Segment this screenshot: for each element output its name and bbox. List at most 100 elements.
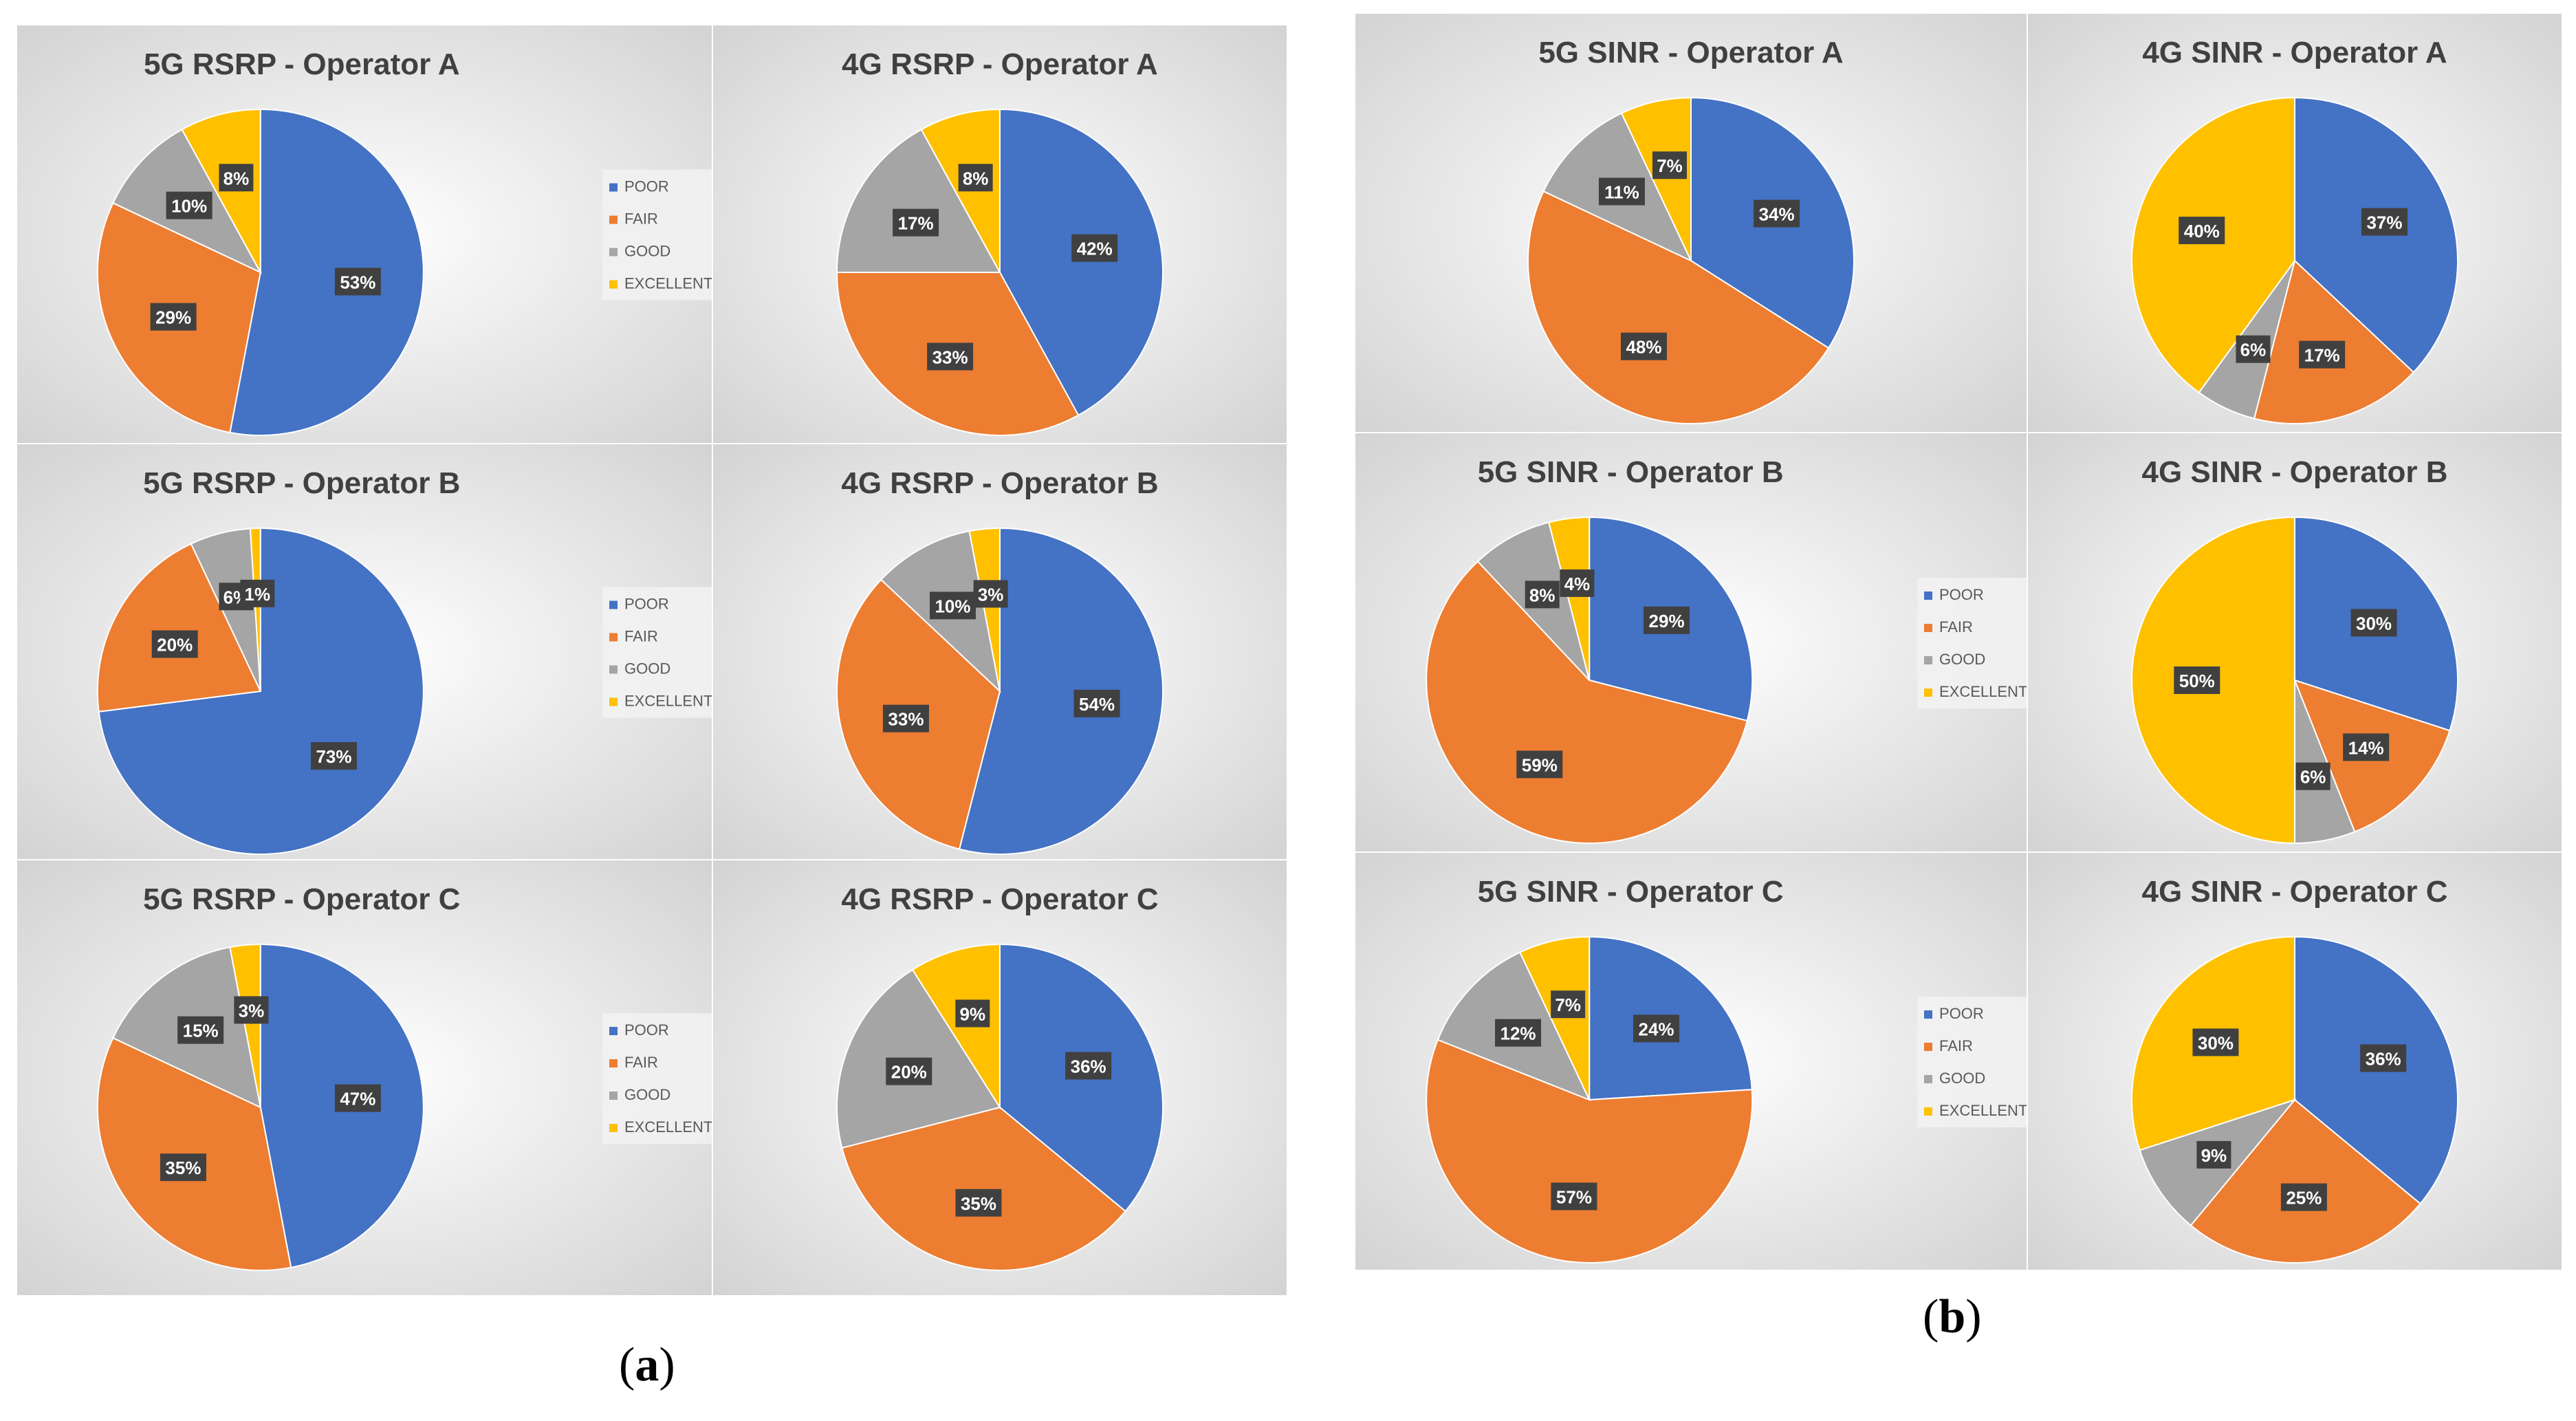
chart-4g-rsrp-operator-b-data-label-fair: 33% bbox=[882, 704, 929, 733]
chart-4g-rsrp-operator-b-data-label-bg-fair bbox=[882, 704, 929, 733]
chart-5g-rsrp-operator-b-data-label-text-poor: 73% bbox=[316, 746, 351, 767]
chart-5g-rsrp-operator-a-legend-label-good: GOOD bbox=[624, 243, 670, 260]
caption-a-letter: a bbox=[635, 1338, 659, 1391]
chart-4g-sinr-operator-a-title: 4G SINR - Operator A bbox=[2142, 36, 2447, 69]
chart-5g-sinr-operator-c-legend-swatch-good bbox=[1924, 1075, 1932, 1083]
chart-5g-rsrp-operator-a-data-label-text-fair: 29% bbox=[155, 307, 191, 328]
chart-5g-rsrp-operator-c-legend-label-fair: FAIR bbox=[624, 1054, 658, 1071]
chart-4g-sinr-operator-b-data-label-excellent: 50% bbox=[2174, 666, 2220, 694]
chart-5g-rsrp-operator-b-data-label-bg-poor bbox=[310, 742, 357, 770]
chart-5g-rsrp-operator-c-data-label-text-poor: 47% bbox=[340, 1089, 375, 1109]
chart-4g-sinr-operator-a-data-label-excellent: 40% bbox=[2179, 217, 2225, 245]
chart-5g-rsrp-operator-a-legend-label-excellent: EXCELLENT bbox=[624, 275, 712, 292]
chart-5g-rsrp-operator-c-data-label-bg-good bbox=[177, 1016, 224, 1044]
chart-5g-sinr-operator-c-data-label-good: 12% bbox=[1495, 1019, 1542, 1047]
chart-4g-sinr-operator-b-data-label-fair: 14% bbox=[2343, 733, 2390, 761]
chart-5g-sinr-operator-a-data-label-bg-poor bbox=[1754, 199, 1800, 228]
chart-4g-sinr-operator-a-data-label-text-fair: 17% bbox=[2304, 345, 2340, 366]
chart-5g-rsrp-operator-c-data-label-bg-poor bbox=[334, 1084, 381, 1112]
chart-4g-rsrp-operator-b-slice-poor bbox=[958, 527, 1164, 855]
chart-5g-rsrp-operator-c-data-label-excellent: 3% bbox=[234, 996, 269, 1024]
chart-5g-sinr-operator-b-data-label-text-excellent: 4% bbox=[1564, 574, 1591, 594]
chart-4g-rsrp-operator-b-data-label-text-poor: 54% bbox=[1079, 694, 1115, 715]
chart-4g-sinr-operator-c-data-label-bg-poor bbox=[2360, 1044, 2407, 1072]
chart-5g-sinr-operator-c-data-label-excellent: 7% bbox=[1551, 990, 1586, 1019]
chart-4g-rsrp-operator-a-data-label-text-fair: 33% bbox=[932, 347, 968, 367]
chart-5g-rsrp-operator-b-legend-label-good: GOOD bbox=[624, 660, 670, 677]
chart-4g-sinr-operator-b-data-label-bg-excellent bbox=[2174, 666, 2220, 694]
chart-4g-sinr-operator-b-data-label-bg-good bbox=[2295, 762, 2331, 790]
chart-5g-sinr-operator-b-title: 5G SINR - Operator B bbox=[1478, 455, 1784, 489]
chart-4g-sinr-operator-a-data-label-text-excellent: 40% bbox=[2184, 221, 2220, 241]
chart-4g-rsrp-operator-a-data-label-good: 17% bbox=[893, 208, 939, 237]
chart-4g-sinr-operator-b: 4G SINR - Operator B 30% 14% 6% 50% bbox=[2027, 432, 2563, 853]
chart-4g-rsrp-operator-c-data-label-bg-poor bbox=[1065, 1052, 1112, 1080]
chart-4g-rsrp-operator-b-title: 4G RSRP - Operator B bbox=[841, 466, 1158, 500]
chart-5g-sinr-operator-b-data-label-fair: 59% bbox=[1516, 750, 1563, 779]
chart-5g-sinr-operator-c-legend-swatch-poor bbox=[1924, 1010, 1932, 1019]
chart-4g-rsrp-operator-b: 4G RSRP - Operator B 54% 33% 10% 3% bbox=[712, 443, 1288, 860]
chart-5g-sinr-operator-a-data-label-good: 11% bbox=[1598, 177, 1645, 206]
chart-5g-rsrp-operator-c-data-label-bg-fair bbox=[160, 1153, 206, 1182]
chart-4g-rsrp-operator-a-data-label-bg-poor bbox=[1071, 234, 1118, 262]
caption-b-open: ( bbox=[1923, 1290, 1939, 1343]
chart-5g-sinr-operator-c-data-label-bg-excellent bbox=[1551, 990, 1586, 1019]
chart-4g-rsrp-operator-b-data-label-bg-excellent bbox=[973, 580, 1008, 608]
chart-4g-sinr-operator-a-data-label-text-good: 6% bbox=[2240, 340, 2267, 360]
chart-4g-sinr-operator-a-data-label-bg-fair bbox=[2299, 340, 2346, 369]
chart-5g-sinr-operator-c-data-label-text-good: 12% bbox=[1500, 1023, 1536, 1044]
panel-b-svg: 5G SINR - Operator A 34% 48% 11% 7% 4G SINR -… bbox=[1354, 12, 2563, 1271]
chart-5g-rsrp-operator-c-legend-swatch-excellent bbox=[609, 1124, 618, 1132]
chart-4g-sinr-operator-c-data-label-text-excellent: 30% bbox=[2198, 1032, 2234, 1053]
chart-4g-rsrp-operator-a-data-label-bg-good bbox=[893, 208, 939, 237]
chart-5g-sinr-operator-c-legend-box bbox=[1917, 997, 2027, 1127]
chart-4g-rsrp-operator-b-data-label-excellent: 3% bbox=[973, 580, 1008, 608]
chart-5g-rsrp-operator-c-legend: POOR FAIR GOOD EXCELLENT bbox=[602, 1013, 712, 1144]
chart-5g-sinr-operator-b-data-label-good: 8% bbox=[1525, 581, 1560, 609]
chart-5g-sinr-operator-b-legend-swatch-fair bbox=[1924, 624, 1932, 632]
chart-5g-sinr-operator-a-data-label-bg-excellent bbox=[1652, 151, 1687, 180]
chart-5g-sinr-operator-a: 5G SINR - Operator A 34% 48% 11% 7% bbox=[1354, 12, 2028, 433]
chart-5g-rsrp-operator-c-data-label-text-excellent: 3% bbox=[239, 1000, 265, 1021]
chart-5g-rsrp-operator-b-data-label-bg-excellent bbox=[240, 579, 275, 607]
chart-5g-sinr-operator-c-data-label-bg-fair bbox=[1551, 1182, 1597, 1211]
chart-5g-rsrp-operator-b-data-label-poor: 73% bbox=[310, 742, 357, 770]
chart-5g-rsrp-operator-b-slice-fair bbox=[96, 543, 262, 713]
chart-4g-sinr-operator-c-data-label-bg-excellent bbox=[2192, 1028, 2239, 1056]
chart-5g-sinr-operator-b-data-label-text-poor: 29% bbox=[1649, 611, 1685, 631]
chart-5g-sinr-operator-a-data-label-bg-good bbox=[1598, 177, 1645, 206]
chart-4g-sinr-operator-c-data-label-fair: 25% bbox=[2280, 1183, 2327, 1211]
chart-4g-sinr-operator-b-data-label-poor: 30% bbox=[2350, 609, 2397, 637]
chart-4g-rsrp-operator-a-data-label-bg-fair bbox=[927, 343, 974, 371]
chart-5g-sinr-operator-a-slice-fair bbox=[1527, 190, 1830, 424]
chart-5g-sinr-operator-b-legend: POOR FAIR GOOD EXCELLENT bbox=[1917, 578, 2027, 708]
chart-5g-sinr-operator-c-legend-label-poor: POOR bbox=[1939, 1005, 1984, 1022]
caption-a-close: ) bbox=[659, 1338, 675, 1391]
chart-5g-rsrp-operator-a-legend-swatch-good bbox=[609, 248, 618, 257]
chart-5g-sinr-operator-c-title: 5G SINR - Operator C bbox=[1478, 875, 1784, 909]
chart-5g-rsrp-operator-c: 5G RSRP - Operator C 47% 35% 15% 3% POOR FAIR G… bbox=[16, 859, 713, 1297]
chart-5g-rsrp-operator-a-data-label-text-poor: 53% bbox=[340, 272, 375, 292]
chart-5g-rsrp-operator-b-data-label-fair: 20% bbox=[151, 630, 198, 658]
chart-5g-rsrp-operator-b-legend-label-fair: FAIR bbox=[624, 628, 658, 645]
chart-5g-sinr-operator-a-data-label-text-poor: 34% bbox=[1759, 204, 1795, 224]
chart-4g-rsrp-operator-b-data-label-good: 10% bbox=[929, 592, 976, 620]
chart-4g-sinr-operator-c-data-label-bg-good bbox=[2196, 1140, 2231, 1169]
chart-5g-sinr-operator-a-data-label-fair: 48% bbox=[1620, 332, 1667, 360]
chart-5g-rsrp-operator-a-data-label-text-excellent: 8% bbox=[223, 168, 250, 188]
chart-5g-sinr-operator-c-data-label-bg-poor bbox=[1633, 1015, 1680, 1043]
chart-5g-sinr-operator-a-slice-excellent bbox=[1620, 96, 1692, 261]
chart-4g-sinr-operator-a-data-label-bg-poor bbox=[2361, 208, 2408, 236]
figure-panel-b: 5G SINR - Operator A 34% 48% 11% 7% 4G SINR -… bbox=[1354, 12, 2563, 1271]
chart-5g-rsrp-operator-a-legend: POOR FAIR GOOD EXCELLENT bbox=[602, 169, 712, 301]
chart-5g-rsrp-operator-a-legend-label-poor: POOR bbox=[624, 178, 669, 195]
chart-5g-rsrp-operator-c-legend-label-good: GOOD bbox=[624, 1086, 670, 1103]
chart-4g-rsrp-operator-a-data-label-text-excellent: 8% bbox=[963, 168, 989, 188]
chart-5g-rsrp-operator-a-data-label-text-good: 10% bbox=[171, 196, 207, 217]
chart-4g-sinr-operator-b-data-label-text-fair: 14% bbox=[2348, 737, 2384, 758]
chart-5g-sinr-operator-c-data-label-text-fair: 57% bbox=[1556, 1186, 1592, 1207]
chart-4g-sinr-operator-a-data-label-bg-good bbox=[2236, 335, 2271, 363]
chart-4g-rsrp-operator-c-title: 4G RSRP - Operator C bbox=[841, 882, 1158, 916]
chart-5g-rsrp-operator-b-data-label-text-excellent: 1% bbox=[245, 584, 271, 605]
chart-5g-sinr-operator-b-legend-label-poor: POOR bbox=[1939, 586, 1984, 603]
